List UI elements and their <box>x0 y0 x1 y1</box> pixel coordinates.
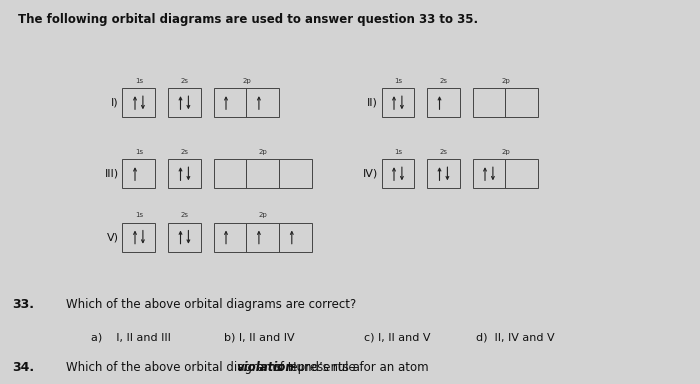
Text: 2p: 2p <box>501 149 510 155</box>
Text: 2s: 2s <box>181 149 188 155</box>
Text: The following orbital diagrams are used to answer question 33 to 35.: The following orbital diagrams are used … <box>18 13 477 26</box>
Text: 2s: 2s <box>440 78 447 84</box>
Text: c) I, II and V: c) I, II and V <box>364 332 430 342</box>
Text: 34.: 34. <box>13 361 35 374</box>
Text: 1s: 1s <box>394 149 402 155</box>
Text: violation: violation <box>237 361 294 374</box>
Text: 2p: 2p <box>258 149 267 155</box>
Text: 2p: 2p <box>501 78 510 84</box>
Text: 33.: 33. <box>13 298 34 311</box>
Text: I): I) <box>111 98 119 108</box>
Text: of Hund’s rule for an atom: of Hund’s rule for an atom <box>269 361 428 374</box>
Text: IV): IV) <box>363 169 378 179</box>
Text: Which of the above orbital diagrams represents a: Which of the above orbital diagrams repr… <box>66 361 364 374</box>
Text: 2s: 2s <box>181 78 188 84</box>
Text: 2s: 2s <box>440 149 447 155</box>
Text: 2p: 2p <box>242 78 251 84</box>
Text: a)    I, II and III: a) I, II and III <box>91 332 171 342</box>
Text: 1s: 1s <box>394 78 402 84</box>
Text: 2s: 2s <box>181 212 188 218</box>
Text: 1s: 1s <box>135 212 143 218</box>
Text: Which of the above orbital diagrams are correct?: Which of the above orbital diagrams are … <box>66 298 357 311</box>
Text: b) I, II and IV: b) I, II and IV <box>224 332 295 342</box>
Text: d)  II, IV and V: d) II, IV and V <box>476 332 554 342</box>
Text: 1s: 1s <box>135 78 143 84</box>
Text: II): II) <box>367 98 378 108</box>
Text: III): III) <box>105 169 119 179</box>
Text: 2p: 2p <box>258 212 267 218</box>
Text: 1s: 1s <box>135 149 143 155</box>
Text: V): V) <box>107 232 119 242</box>
